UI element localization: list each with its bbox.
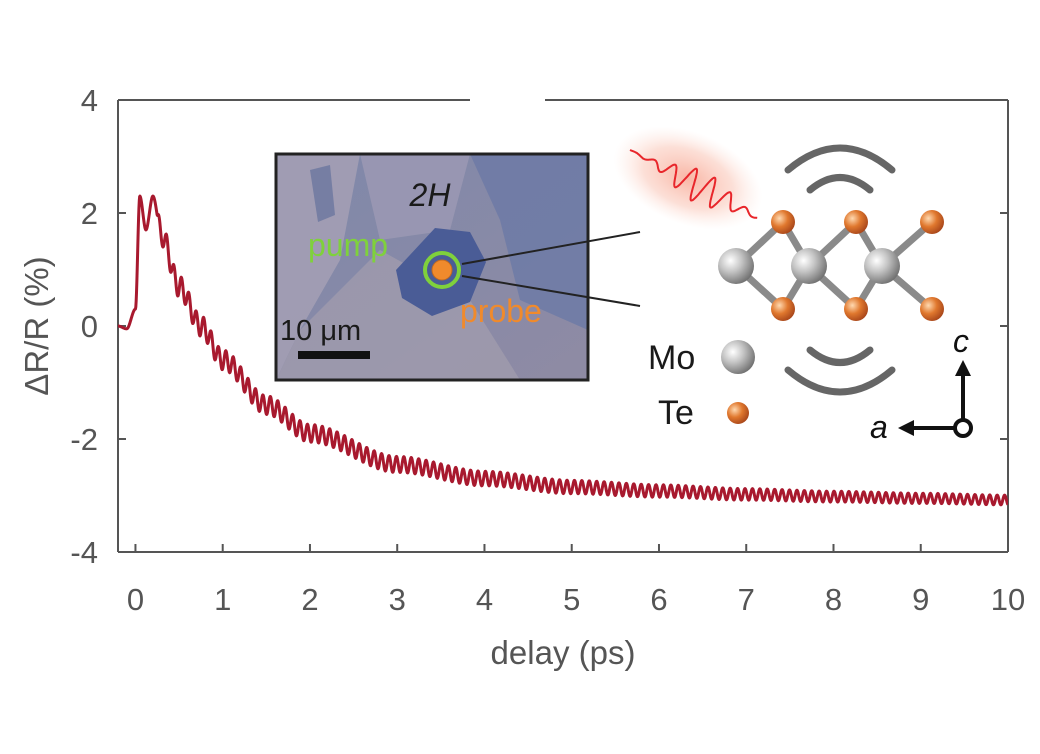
te-atom [844,297,868,321]
legend-te-atom [727,402,749,424]
zoom-line-bottom [461,275,641,307]
legend-te-label: Te [658,394,694,432]
legend-mo-label: Mo [648,339,695,377]
mo-atom [864,248,900,284]
axis-c-label: c [953,323,969,359]
scale-bar [298,351,370,359]
mo-atom [791,248,827,284]
y-tick-label: 0 [81,309,98,344]
y-tick-labels: 4 2 0 -2 -4 [70,83,98,570]
x-tick-label: 7 [738,582,755,617]
crystal-axes: c a [870,323,973,445]
x-tick-label: 9 [912,582,929,617]
microscope-inset: 2H pump probe 10 μm [274,152,641,382]
x-tick-label: 1 [214,582,231,617]
y-axis-label: ΔR/R (%) [18,256,55,395]
x-tick-label: 2 [301,582,318,617]
phonon-arcs-top [784,144,896,194]
phase-label: 2H [409,177,452,213]
atom-legend: Mo Te [648,339,755,432]
y-tick-label: -2 [70,422,98,457]
x-tick-label: 5 [563,582,580,617]
zoom-line-top [461,231,641,265]
axis-origin [953,418,973,438]
te-atom [844,210,868,234]
axis-ticks [118,99,1009,553]
x-axis-label: delay (ps) [491,634,636,671]
laser-wave [629,149,758,219]
te-atom [771,297,795,321]
pump-spot [423,251,461,289]
legend-mo-atom [721,340,755,374]
te-atom [920,297,944,321]
x-tick-labels: 0 1 2 3 4 5 6 7 8 9 10 [127,582,1025,617]
probe-spot [431,259,453,281]
x-tick-label: 10 [991,582,1025,617]
y-tick-label: 2 [81,196,98,231]
axis-a-label: a [870,409,888,445]
te-atom [771,210,795,234]
series-line-reflectivity [118,194,1008,507]
x-tick-label: 0 [127,582,144,617]
x-tick-label: 8 [825,582,842,617]
y-tick-label: -4 [70,535,98,570]
scale-bar-label: 10 μm [280,315,361,347]
laser-pulse [613,126,763,230]
y-tick-label: 4 [81,83,98,118]
probe-label: probe [460,293,542,329]
pump-label: pump [308,227,388,263]
x-tick-label: 3 [389,582,406,617]
x-tick-label: 4 [476,582,493,617]
phonon-arcs-bottom [784,346,896,396]
mo-atom [718,248,754,284]
te-atom [920,210,944,234]
crystal-structure [718,210,944,321]
x-tick-label: 6 [650,582,667,617]
